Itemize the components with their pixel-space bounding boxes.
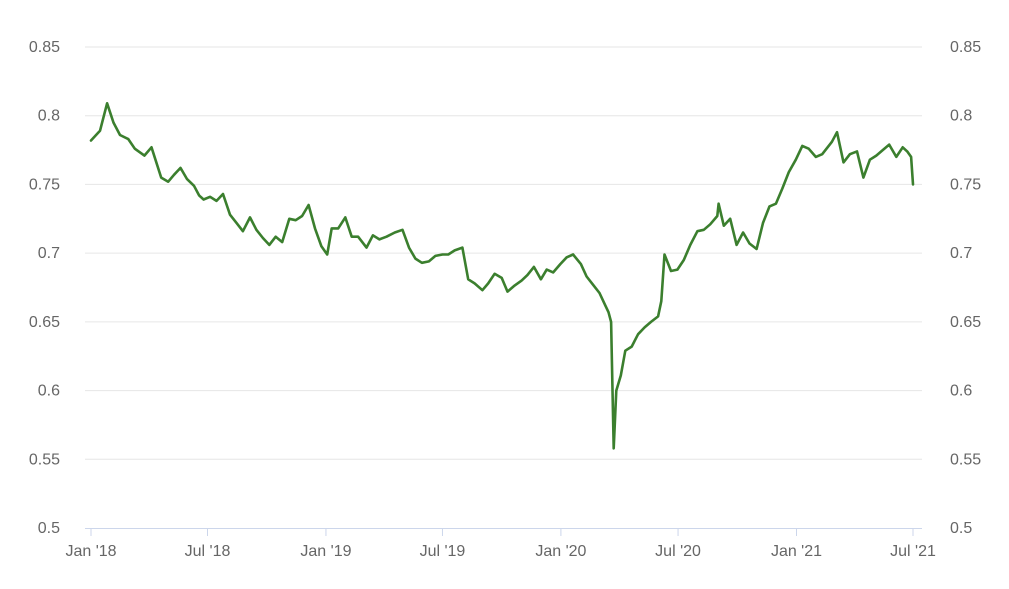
y-tick-label-left: 0.7 xyxy=(38,245,60,262)
y-tick-label-left: 0.6 xyxy=(38,383,60,400)
x-tick-label: Jan '21 xyxy=(771,543,822,560)
y-tick-label-right: 0.7 xyxy=(950,245,972,262)
gridlines xyxy=(85,46,922,460)
y-tick-label-left: 0.75 xyxy=(29,176,60,193)
x-tick-label: Jul '21 xyxy=(890,543,936,560)
y-tick-label-right: 0.85 xyxy=(950,39,981,56)
x-axis: Jan '18 Jul '18 Jan '19 Jul '19 Jan '20 Jul '… xyxy=(65,528,936,560)
y-tick-label-right: 0.6 xyxy=(950,383,972,400)
y-tick-label-left: 0.65 xyxy=(29,314,60,331)
x-tick-label: Jul '19 xyxy=(420,543,466,560)
series-group xyxy=(89,102,915,450)
y-axis-right: 0.5 0.55 0.6 0.65 0.7 0.75 0.8 0.85 xyxy=(950,39,981,537)
series-line xyxy=(89,102,915,450)
x-tick-label: Jan '19 xyxy=(300,543,351,560)
y-tick-label-right: 0.5 xyxy=(950,520,972,537)
y-axis-left: 0.5 0.55 0.6 0.65 0.7 0.75 0.8 0.85 xyxy=(29,39,60,537)
y-tick-label-left: 0.5 xyxy=(38,520,60,537)
x-tick-label: Jan '20 xyxy=(535,543,586,560)
x-tick-label: Jul '20 xyxy=(655,543,701,560)
x-tick-label: Jul '18 xyxy=(185,543,231,560)
y-tick-label-left: 0.8 xyxy=(38,108,60,125)
y-tick-label-right: 0.75 xyxy=(950,176,981,193)
x-tick-label: Jan '18 xyxy=(65,543,116,560)
y-tick-label-right: 0.8 xyxy=(950,108,972,125)
y-tick-label-right: 0.55 xyxy=(950,451,981,468)
y-tick-label-left: 0.85 xyxy=(29,39,60,56)
y-tick-label-left: 0.55 xyxy=(29,451,60,468)
y-tick-label-right: 0.65 xyxy=(950,314,981,331)
